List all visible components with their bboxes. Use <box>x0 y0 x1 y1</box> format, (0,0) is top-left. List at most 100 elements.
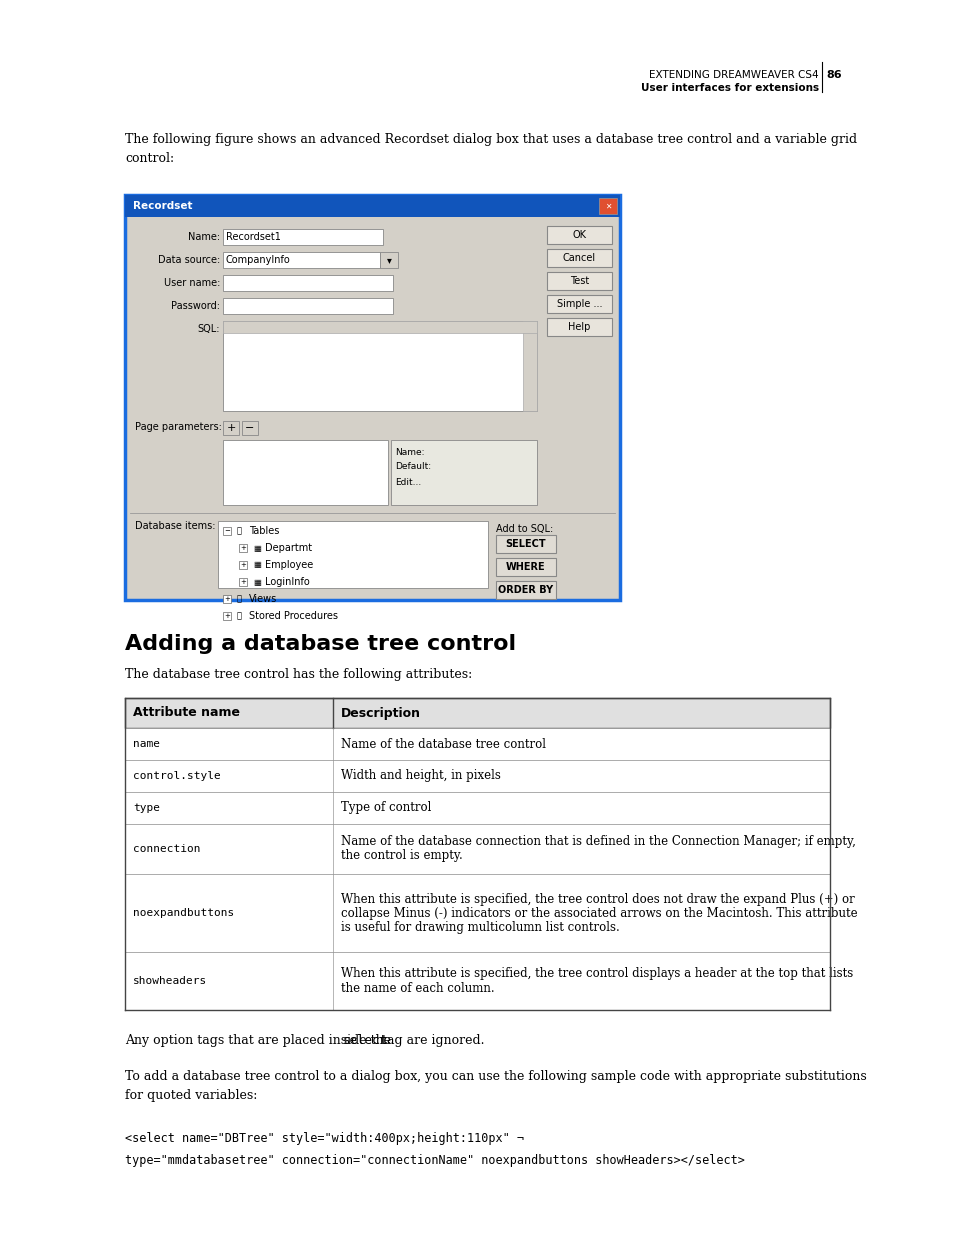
Text: Attribute name: Attribute name <box>132 706 240 720</box>
Text: ▦: ▦ <box>253 561 260 569</box>
Text: Width and height, in pixels: Width and height, in pixels <box>340 769 500 783</box>
Text: Password:: Password: <box>171 301 220 311</box>
FancyBboxPatch shape <box>125 824 829 874</box>
Text: To add a database tree control to a dialog box, you can use the following sample: To add a database tree control to a dial… <box>125 1070 866 1102</box>
FancyBboxPatch shape <box>496 580 556 599</box>
Text: connection: connection <box>132 844 200 853</box>
Text: Add to SQL:: Add to SQL: <box>496 524 553 534</box>
FancyBboxPatch shape <box>546 272 612 290</box>
Text: 📁: 📁 <box>236 526 242 536</box>
Text: Type of control: Type of control <box>340 802 431 815</box>
Text: Employee: Employee <box>265 559 313 571</box>
FancyBboxPatch shape <box>239 543 247 552</box>
FancyBboxPatch shape <box>125 195 619 600</box>
Text: The database tree control has the following attributes:: The database tree control has the follow… <box>125 668 472 680</box>
FancyBboxPatch shape <box>546 317 612 336</box>
Text: Any option tags that are placed inside the: Any option tags that are placed inside t… <box>125 1034 395 1047</box>
Text: Simple ...: Simple ... <box>557 299 601 309</box>
FancyBboxPatch shape <box>546 226 612 245</box>
Text: 86: 86 <box>825 70 841 80</box>
Text: Name:: Name: <box>188 232 220 242</box>
Text: Recordset1: Recordset1 <box>226 232 280 242</box>
Text: Views: Views <box>249 594 277 604</box>
Text: the name of each column.: the name of each column. <box>340 982 494 994</box>
Text: type="mmdatabasetree" connection="connectionName" noexpandbuttons showHeaders></: type="mmdatabasetree" connection="connec… <box>125 1153 744 1167</box>
Text: LoginInfo: LoginInfo <box>265 577 310 587</box>
Text: +: + <box>240 562 246 568</box>
FancyBboxPatch shape <box>546 295 612 312</box>
Text: When this attribute is specified, the tree control displays a header at the top : When this attribute is specified, the tr… <box>340 967 852 981</box>
Text: WHERE: WHERE <box>506 562 545 572</box>
FancyBboxPatch shape <box>496 535 556 553</box>
Text: Name of the database connection that is defined in the Connection Manager; if em: Name of the database connection that is … <box>340 836 855 848</box>
FancyBboxPatch shape <box>546 249 612 267</box>
Text: <select name="DBTree" style="width:400px;height:110px" ¬: <select name="DBTree" style="width:400px… <box>125 1132 523 1145</box>
FancyBboxPatch shape <box>223 527 231 535</box>
Text: Tables: Tables <box>249 526 279 536</box>
FancyBboxPatch shape <box>223 275 393 291</box>
Text: 📁: 📁 <box>236 594 242 604</box>
Text: User interfaces for extensions: User interfaces for extensions <box>640 83 818 93</box>
Text: Recordset: Recordset <box>132 201 193 211</box>
Text: +: + <box>226 424 235 433</box>
Text: select: select <box>342 1034 387 1047</box>
Text: Name of the database tree control: Name of the database tree control <box>340 737 545 751</box>
Text: Default:: Default: <box>395 462 431 471</box>
Text: SELECT: SELECT <box>505 538 546 550</box>
FancyBboxPatch shape <box>242 421 257 435</box>
Text: ✕: ✕ <box>604 201 611 210</box>
Text: 📁: 📁 <box>236 611 242 620</box>
FancyBboxPatch shape <box>125 874 829 952</box>
FancyBboxPatch shape <box>223 613 231 620</box>
Text: +: + <box>224 613 230 619</box>
FancyBboxPatch shape <box>125 792 829 824</box>
FancyBboxPatch shape <box>223 595 231 603</box>
Text: Help: Help <box>568 322 590 332</box>
Text: +: + <box>224 597 230 601</box>
FancyBboxPatch shape <box>496 558 556 576</box>
Text: Description: Description <box>340 706 420 720</box>
Text: SQL:: SQL: <box>197 324 220 333</box>
Text: the control is empty.: the control is empty. <box>340 850 462 862</box>
FancyBboxPatch shape <box>125 698 829 727</box>
Text: Adding a database tree control: Adding a database tree control <box>125 634 516 655</box>
Text: control.style: control.style <box>132 771 220 781</box>
Text: −: − <box>224 529 230 534</box>
Text: User name:: User name: <box>164 278 220 288</box>
Text: ▾: ▾ <box>386 254 391 266</box>
FancyBboxPatch shape <box>125 727 829 760</box>
FancyBboxPatch shape <box>223 321 537 333</box>
Text: EXTENDING DREAMWEAVER CS4: EXTENDING DREAMWEAVER CS4 <box>649 70 818 80</box>
Text: showheaders: showheaders <box>132 976 207 986</box>
Text: Stored Procedures: Stored Procedures <box>249 611 337 621</box>
Text: +: + <box>240 545 246 551</box>
Text: Name:: Name: <box>395 448 424 457</box>
FancyBboxPatch shape <box>522 321 537 411</box>
FancyBboxPatch shape <box>125 952 829 1010</box>
FancyBboxPatch shape <box>223 228 382 245</box>
Text: noexpandbuttons: noexpandbuttons <box>132 908 234 918</box>
FancyBboxPatch shape <box>218 521 488 588</box>
Text: The following figure shows an advanced Recordset dialog box that uses a database: The following figure shows an advanced R… <box>125 133 856 164</box>
Text: is useful for drawing multicolumn list controls.: is useful for drawing multicolumn list c… <box>340 920 619 934</box>
Text: Page parameters:: Page parameters: <box>135 422 222 432</box>
Text: Cancel: Cancel <box>562 253 596 263</box>
Text: When this attribute is specified, the tree control does not draw the expand Plus: When this attribute is specified, the tr… <box>340 893 854 905</box>
FancyBboxPatch shape <box>598 198 617 214</box>
Text: name: name <box>132 739 160 748</box>
Text: ▦: ▦ <box>253 543 260 552</box>
Text: tag are ignored.: tag are ignored. <box>377 1034 484 1047</box>
Text: ▦: ▦ <box>253 578 260 587</box>
FancyBboxPatch shape <box>223 440 388 505</box>
Text: collapse Minus (-) indicators or the associated arrows on the Macintosh. This at: collapse Minus (-) indicators or the ass… <box>340 906 857 920</box>
Text: Database items:: Database items: <box>135 521 215 531</box>
Text: type: type <box>132 803 160 813</box>
Text: OK: OK <box>572 230 586 240</box>
Text: CompanyInfo: CompanyInfo <box>226 254 291 266</box>
FancyBboxPatch shape <box>223 298 393 314</box>
Text: ORDER BY: ORDER BY <box>497 585 553 595</box>
FancyBboxPatch shape <box>391 440 537 505</box>
FancyBboxPatch shape <box>379 252 397 268</box>
FancyBboxPatch shape <box>223 252 379 268</box>
FancyBboxPatch shape <box>223 421 239 435</box>
